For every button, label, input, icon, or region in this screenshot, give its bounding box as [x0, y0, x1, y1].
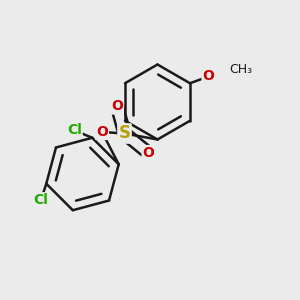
Text: O: O: [111, 100, 123, 113]
Text: CH₃: CH₃: [230, 63, 253, 76]
Text: Cl: Cl: [67, 123, 82, 137]
Text: O: O: [202, 70, 214, 83]
Text: O: O: [142, 146, 154, 160]
Text: S: S: [118, 124, 130, 142]
Text: O: O: [96, 125, 108, 139]
Text: Cl: Cl: [33, 193, 48, 207]
